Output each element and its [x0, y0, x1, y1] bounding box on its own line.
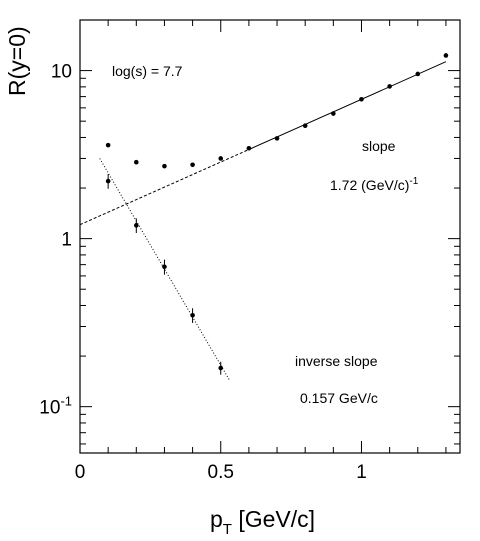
inverse-slope-value: 0.157 GeV/c [300, 390, 378, 406]
data-point [274, 136, 280, 141]
x-axis-label: pT [GeV/c] [210, 506, 315, 538]
data-point [190, 312, 195, 318]
energy-annotation: log(s) = 7.7 [112, 63, 183, 79]
x-axis-label-main: p [210, 506, 223, 532]
x-tick-label: 1 [356, 462, 367, 483]
data-point [162, 264, 167, 270]
slope-title: slope [362, 138, 396, 154]
x-tick-labels: 0 0.5 1 [75, 462, 367, 483]
fit-lines [79, 61, 447, 380]
data-point [246, 145, 252, 151]
x-tick-label: 0 [75, 462, 86, 483]
x-axis-label-unit: [GeV/c] [232, 506, 315, 532]
data-point [359, 96, 364, 102]
y-tick-label-base: 10 [39, 398, 60, 419]
slope-value-exponent: -1 [409, 176, 418, 187]
x-tick-label: 0.5 [208, 462, 234, 483]
data-points [105, 53, 449, 375]
data-point [162, 163, 167, 169]
data-point [218, 365, 224, 371]
inverse-slope-title: inverse slope [295, 353, 378, 369]
data-point [133, 159, 139, 165]
data-point [443, 53, 449, 58]
slope-value: 1.72 (GeV/c)-1 [330, 176, 419, 193]
data-point [415, 71, 421, 77]
data-point [105, 178, 111, 184]
y-tick-label: 10 [51, 62, 72, 83]
y-tick-label-base: 1 [61, 230, 72, 251]
fit-line-solid [248, 61, 447, 150]
y-tick-label-base: 10 [51, 62, 72, 83]
data-point [190, 162, 195, 168]
y-tick-label: 10-1 [39, 394, 72, 419]
fit-line-dotted [99, 158, 230, 380]
axis-ticks [79, 19, 460, 453]
x-axis-label-sub: T [223, 521, 232, 538]
slope-value-text: 1.72 (GeV/c) [330, 177, 409, 193]
y-axis-label: R(y=0) [4, 26, 30, 96]
data-point [302, 123, 308, 128]
data-point [105, 142, 111, 148]
data-point [218, 156, 224, 161]
data-point [133, 223, 139, 228]
data-point [387, 84, 392, 89]
data-point [331, 111, 336, 116]
plot-frame [79, 19, 461, 454]
y-tick-label-exponent: -1 [60, 394, 72, 409]
y-tick-label: 1 [61, 230, 72, 251]
fit-line-dashed [79, 149, 250, 226]
